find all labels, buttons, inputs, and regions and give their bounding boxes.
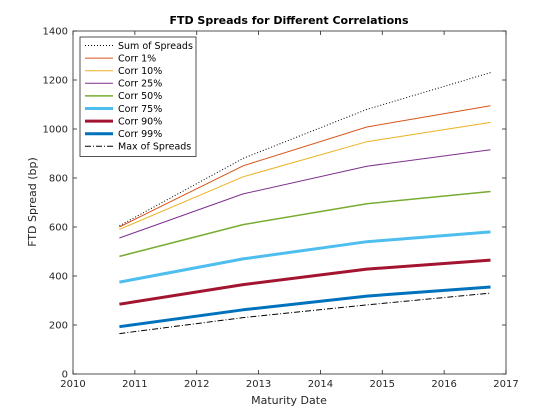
series-line-corr-25	[119, 149, 491, 239]
series-line-max-of-spreads	[119, 292, 491, 335]
x-tick-label: 2012	[184, 379, 209, 390]
y-tick-label: 1000	[43, 125, 68, 136]
legend-entry: Corr 90%	[118, 116, 162, 127]
y-tick-label: 0	[62, 370, 68, 381]
x-tick-label: 2010	[60, 379, 85, 390]
series-layer	[119, 72, 491, 335]
legend-entry: Max of Spreads	[118, 142, 191, 153]
legend-entry: Corr 99%	[118, 129, 162, 140]
y-tick-label: 200	[49, 321, 68, 332]
x-tick-label: 2011	[122, 379, 147, 390]
legend-entry: Corr 50%	[118, 91, 162, 102]
legend-entry: Corr 75%	[118, 104, 162, 115]
legend-entry: Corr 25%	[118, 79, 162, 90]
series-line-corr-75	[119, 230, 491, 284]
series-line-corr-50	[119, 190, 491, 258]
y-tick-label: 800	[49, 174, 68, 185]
x-tick-label: 2015	[370, 379, 395, 390]
series-line-corr-90	[119, 258, 491, 306]
series-line-corr-1	[119, 105, 491, 228]
y-tick-label: 400	[49, 272, 68, 283]
legend-entry: Corr 1%	[118, 53, 156, 64]
x-axis-label: Maturity Date	[251, 394, 327, 407]
x-tick-label: 2017	[493, 379, 518, 390]
chart-title: FTD Spreads for Different Correlations	[169, 14, 409, 27]
legend-box	[79, 36, 197, 157]
y-tick-label: 1200	[43, 76, 68, 87]
x-tick-label: 2014	[308, 379, 333, 390]
series-line-corr-10	[119, 121, 491, 230]
y-tick-label: 600	[49, 223, 68, 234]
series-line-sum-of-spreads	[119, 72, 491, 227]
x-tick-label: 2016	[431, 379, 456, 390]
x-tick-label: 2013	[246, 379, 271, 390]
series-line-corr-99	[119, 285, 491, 329]
legend-entry: Sum of Spreads	[118, 41, 193, 52]
y-axis-label: FTD Spread (bp)	[26, 157, 39, 247]
legend-entry: Corr 10%	[118, 66, 162, 77]
y-tick-label: 1400	[43, 27, 68, 38]
ticks-layer: 2010 2011 2012 2013 2014 2015 2016 2017 0 200 400 6…	[43, 27, 519, 391]
